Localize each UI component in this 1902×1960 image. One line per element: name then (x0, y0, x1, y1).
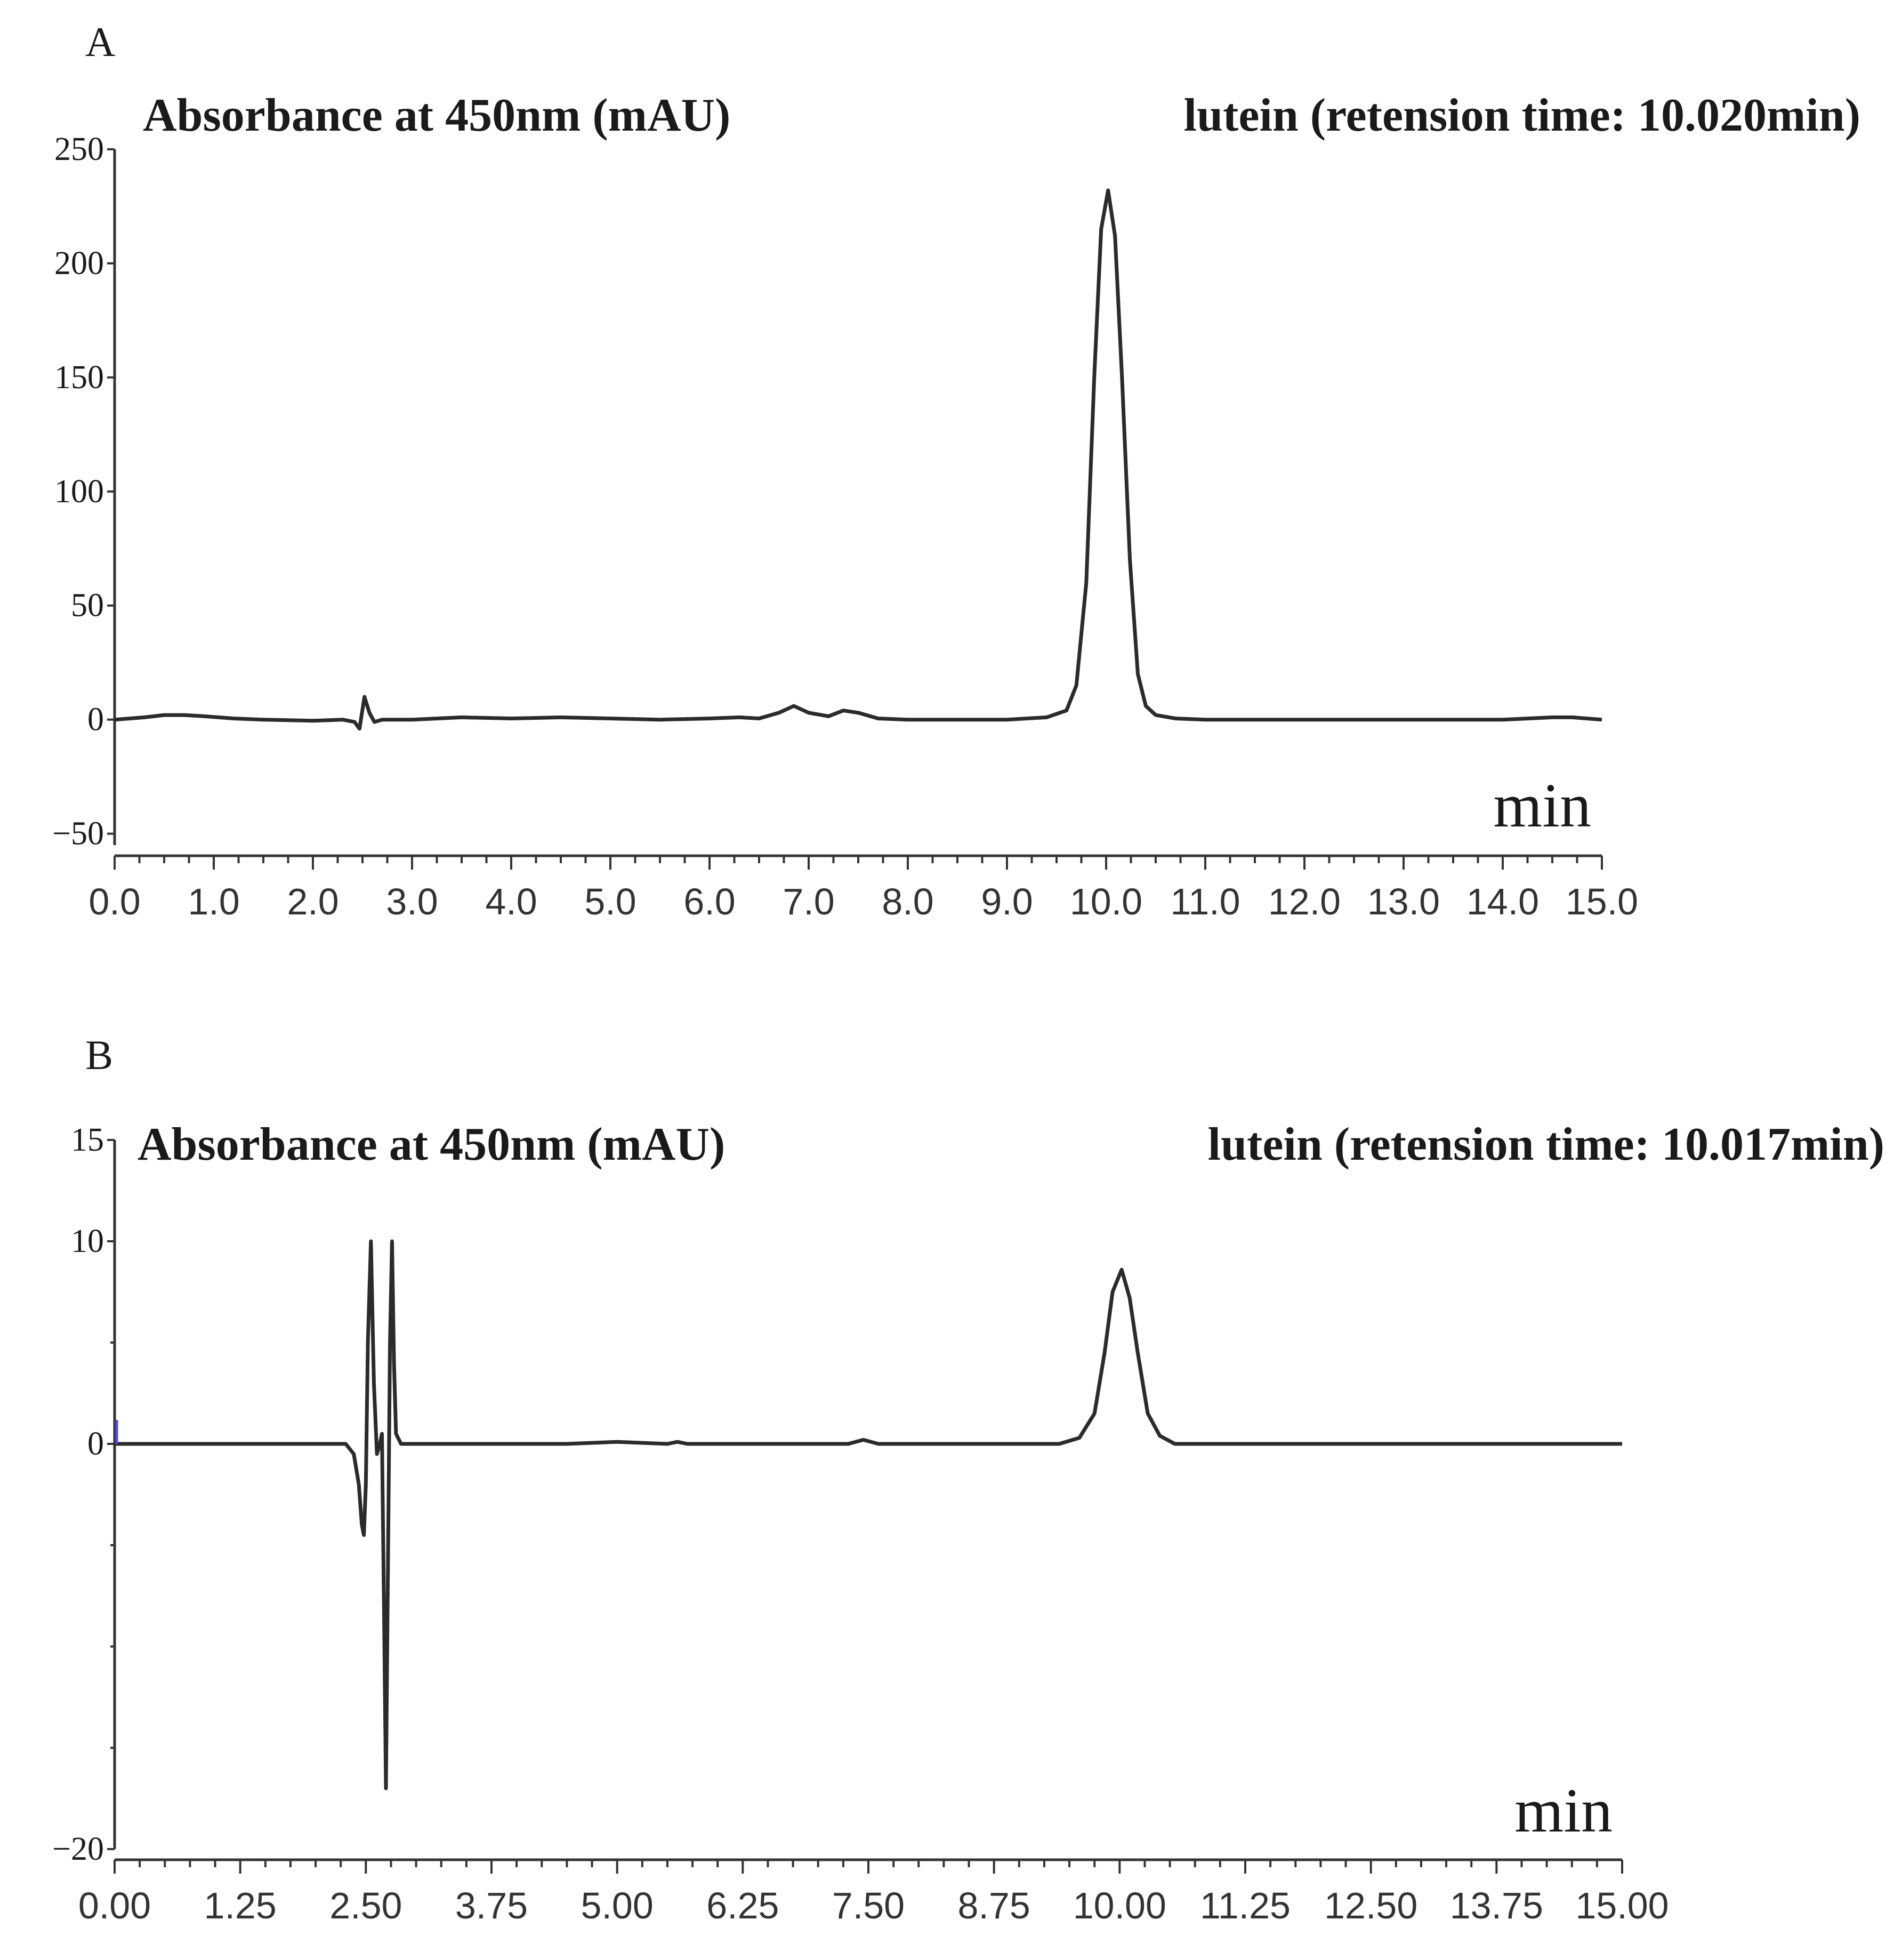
panel-b-letter: B (85, 1032, 113, 1078)
panel-b-x-tick-label: 12.50 (1324, 1885, 1417, 1926)
panel-b-y-axis-label: Absorbance at 450nm (mAU) (138, 1119, 725, 1170)
panel-b-trace (115, 1239, 1622, 1790)
panel-b-x-tick-label: 8.75 (958, 1885, 1030, 1926)
panel-a-x-tick-label: 14.0 (1466, 881, 1539, 922)
panel-b-x-tick-label: 10.00 (1073, 1885, 1166, 1926)
panel-b-x-tick-label: 0.00 (78, 1885, 151, 1926)
panel-b-y-tick-label: 15 (71, 1122, 104, 1158)
panel-a-trace (114, 188, 1602, 731)
panel-b-x-tick-label: 15.00 (1575, 1885, 1669, 1926)
panel-a-y-tick-label: −50 (52, 816, 104, 852)
panel-b-y-tick-label: 10 (71, 1223, 104, 1259)
panel-a-axes: 250 200 150 100 50 0 −50 0.0 1.0 2.0 3.0 4.0 5.0 6.0 7… (52, 131, 1638, 922)
panel-a-y-tick-label: 200 (54, 245, 104, 282)
panel-a-x-tick-label: 7.0 (783, 881, 834, 922)
panel-b-x-tick-label: 5.00 (581, 1885, 654, 1926)
panel-b-x-unit: min (1514, 1776, 1613, 1845)
panel-a-x-unit: min (1493, 770, 1591, 840)
panel-b-x-tick-label: 6.25 (706, 1885, 779, 1926)
panel-a-x-tick-label: 3.0 (386, 881, 438, 922)
panel-a-x-tick-label: 8.0 (882, 881, 933, 922)
panel-a-x-tick-label: 2.0 (287, 881, 339, 922)
panel-b-x-tick-label: 1.25 (204, 1885, 277, 1926)
panel-b-axes: 15 10 0 −20 0.00 1.25 2.50 3.75 5.00 6.25 7.50 8.75… (52, 1122, 1669, 1926)
panel-a-x-tick-label: 13.0 (1367, 881, 1440, 922)
panel-a-y-tick-label: 150 (54, 359, 104, 396)
panel-b-x-tick-label: 11.25 (1200, 1885, 1291, 1926)
panel-b-x-tick-label: 13.75 (1450, 1885, 1543, 1926)
panel-a-y-axis-label: Absorbance at 450nm (mAU) (143, 90, 730, 141)
panel-a-x-tick-label: 11.0 (1170, 881, 1240, 922)
panel-a-y-tick-label: 100 (54, 473, 104, 510)
panel-b: B Absorbance at 450nm (mAU) lutein (rete… (52, 1032, 1884, 1926)
panel-a-y-tick-label: 50 (71, 588, 104, 624)
panel-a-x-tick-label: 12.0 (1268, 881, 1341, 922)
panel-b-y-tick-label: −20 (52, 1831, 104, 1867)
panel-a-x-tick-label: 0.0 (88, 881, 140, 922)
panel-b-peak-annotation: lutein (retension time: 10.017min) (1208, 1119, 1884, 1170)
panel-a-x-tick-label: 1.0 (188, 881, 239, 922)
panel-a-x-tick-label: 6.0 (683, 881, 735, 922)
panel-a-y-tick-label: 0 (87, 702, 104, 738)
panel-b-chromatogram-line (115, 1239, 1622, 1790)
panel-b-y-tick-label: 0 (87, 1426, 104, 1462)
panel-b-x-tick-label: 2.50 (329, 1885, 402, 1926)
panel-a-x-tick-label: 9.0 (981, 881, 1033, 922)
panel-a-x-tick-label: 4.0 (485, 881, 537, 922)
panel-b-x-tick-label: 7.50 (832, 1885, 905, 1926)
panel-a-x-tick-label: 5.0 (584, 881, 636, 922)
panel-a-chromatogram-line (114, 188, 1602, 731)
panel-a-y-tick-label: 250 (54, 131, 104, 167)
panel-a-x-tick-label: 15.0 (1566, 881, 1638, 922)
panel-a-letter: A (85, 19, 115, 65)
panel-a: A Absorbance at 450nm (mAU) lutein (rete… (52, 19, 1860, 922)
panel-b-x-tick-label: 3.75 (455, 1885, 528, 1926)
panel-a-peak-annotation: lutein (retension time: 10.020min) (1184, 90, 1860, 141)
panel-a-x-tick-label: 10.0 (1070, 881, 1142, 922)
